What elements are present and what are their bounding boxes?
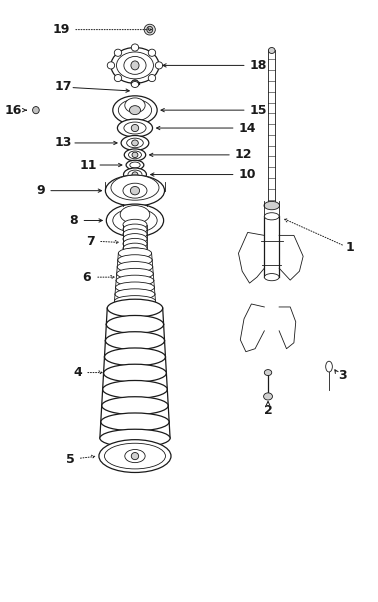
Ellipse shape <box>114 75 122 82</box>
Ellipse shape <box>105 175 164 206</box>
Ellipse shape <box>113 208 157 232</box>
Ellipse shape <box>326 361 332 372</box>
Ellipse shape <box>123 243 147 254</box>
Text: 15: 15 <box>161 104 267 117</box>
Text: 17: 17 <box>54 80 72 93</box>
Text: 5: 5 <box>66 453 75 465</box>
Text: 8: 8 <box>70 214 78 227</box>
Ellipse shape <box>123 219 147 230</box>
Ellipse shape <box>115 289 155 300</box>
Ellipse shape <box>106 204 164 237</box>
Ellipse shape <box>113 96 157 125</box>
Text: 4: 4 <box>73 366 82 379</box>
Ellipse shape <box>123 234 147 244</box>
Ellipse shape <box>264 370 272 376</box>
Ellipse shape <box>115 296 155 306</box>
Text: 9: 9 <box>36 184 45 197</box>
Ellipse shape <box>148 75 156 82</box>
Ellipse shape <box>127 138 143 147</box>
Ellipse shape <box>131 453 139 460</box>
Ellipse shape <box>144 24 155 35</box>
Ellipse shape <box>117 268 153 279</box>
Ellipse shape <box>268 48 275 54</box>
Ellipse shape <box>114 49 122 57</box>
Ellipse shape <box>131 125 139 132</box>
Ellipse shape <box>104 364 166 382</box>
Ellipse shape <box>124 149 146 161</box>
Ellipse shape <box>101 413 169 431</box>
Ellipse shape <box>264 273 279 281</box>
Text: 11: 11 <box>80 158 98 172</box>
Ellipse shape <box>132 172 138 177</box>
Ellipse shape <box>263 393 273 400</box>
Ellipse shape <box>121 135 149 150</box>
Ellipse shape <box>123 224 147 235</box>
Ellipse shape <box>123 238 147 249</box>
Ellipse shape <box>100 429 170 447</box>
Ellipse shape <box>118 119 153 137</box>
Ellipse shape <box>104 443 166 469</box>
Ellipse shape <box>107 299 163 317</box>
Ellipse shape <box>107 62 115 69</box>
Ellipse shape <box>125 98 145 113</box>
Ellipse shape <box>116 282 154 293</box>
Ellipse shape <box>131 80 139 86</box>
Ellipse shape <box>99 439 171 473</box>
Ellipse shape <box>124 57 146 75</box>
Ellipse shape <box>104 348 166 366</box>
Ellipse shape <box>106 315 164 334</box>
Ellipse shape <box>120 205 150 223</box>
Text: 14: 14 <box>156 122 256 134</box>
Ellipse shape <box>264 213 279 220</box>
Ellipse shape <box>130 187 139 195</box>
Ellipse shape <box>148 49 156 57</box>
Ellipse shape <box>131 44 139 51</box>
Ellipse shape <box>124 168 146 181</box>
Ellipse shape <box>155 62 163 69</box>
Ellipse shape <box>123 229 147 240</box>
Ellipse shape <box>124 122 146 134</box>
Ellipse shape <box>147 26 153 33</box>
Ellipse shape <box>132 140 138 146</box>
Text: 10: 10 <box>151 168 256 181</box>
Text: 12: 12 <box>150 148 252 161</box>
Ellipse shape <box>116 275 154 286</box>
Ellipse shape <box>116 52 153 79</box>
Ellipse shape <box>131 79 139 87</box>
Ellipse shape <box>33 107 39 114</box>
Ellipse shape <box>118 248 152 259</box>
Ellipse shape <box>103 380 167 399</box>
Text: 13: 13 <box>54 137 71 149</box>
Text: 2: 2 <box>264 405 273 417</box>
Ellipse shape <box>130 162 140 168</box>
Ellipse shape <box>128 170 142 179</box>
Ellipse shape <box>264 202 279 209</box>
Ellipse shape <box>131 61 139 70</box>
Ellipse shape <box>126 160 144 170</box>
Ellipse shape <box>123 183 147 198</box>
Text: 7: 7 <box>86 235 95 248</box>
Ellipse shape <box>118 99 152 121</box>
Ellipse shape <box>125 450 145 462</box>
Ellipse shape <box>111 175 159 200</box>
Ellipse shape <box>118 255 152 265</box>
Text: 1: 1 <box>345 241 355 254</box>
Text: 19: 19 <box>53 23 152 36</box>
Ellipse shape <box>131 81 139 87</box>
Text: 18: 18 <box>163 59 267 72</box>
Ellipse shape <box>132 152 138 158</box>
Ellipse shape <box>129 106 141 114</box>
Ellipse shape <box>105 332 164 350</box>
Text: 6: 6 <box>83 271 91 284</box>
Text: 3: 3 <box>338 369 347 382</box>
Ellipse shape <box>102 397 168 415</box>
Text: 16: 16 <box>4 104 22 117</box>
Ellipse shape <box>123 248 147 259</box>
Ellipse shape <box>117 261 153 272</box>
Ellipse shape <box>111 48 159 83</box>
Ellipse shape <box>129 151 141 159</box>
